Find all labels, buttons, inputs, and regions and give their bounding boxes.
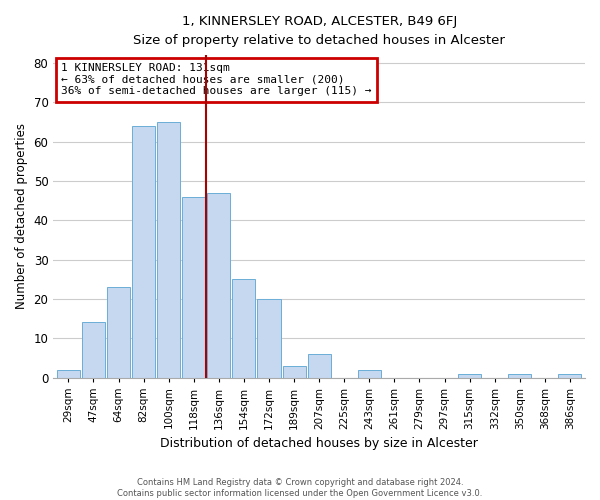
- Bar: [458, 374, 481, 378]
- Bar: [508, 374, 532, 378]
- Bar: [308, 354, 331, 378]
- Bar: [283, 366, 305, 378]
- Y-axis label: Number of detached properties: Number of detached properties: [15, 124, 28, 310]
- Bar: [82, 322, 105, 378]
- Bar: [157, 122, 180, 378]
- Bar: [107, 287, 130, 378]
- X-axis label: Distribution of detached houses by size in Alcester: Distribution of detached houses by size …: [160, 437, 478, 450]
- Text: Contains HM Land Registry data © Crown copyright and database right 2024.
Contai: Contains HM Land Registry data © Crown c…: [118, 478, 482, 498]
- Bar: [207, 192, 230, 378]
- Bar: [232, 279, 256, 378]
- Bar: [182, 196, 205, 378]
- Text: 1 KINNERSLEY ROAD: 131sqm
← 63% of detached houses are smaller (200)
36% of semi: 1 KINNERSLEY ROAD: 131sqm ← 63% of detac…: [61, 63, 372, 96]
- Bar: [57, 370, 80, 378]
- Bar: [358, 370, 381, 378]
- Bar: [132, 126, 155, 378]
- Title: 1, KINNERSLEY ROAD, ALCESTER, B49 6FJ
Size of property relative to detached hous: 1, KINNERSLEY ROAD, ALCESTER, B49 6FJ Si…: [133, 15, 505, 47]
- Bar: [559, 374, 581, 378]
- Bar: [257, 299, 281, 378]
